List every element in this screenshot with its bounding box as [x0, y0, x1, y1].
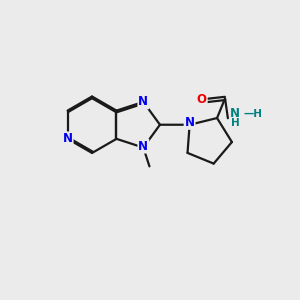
- Text: N: N: [184, 116, 195, 129]
- Text: N: N: [138, 140, 148, 153]
- Text: —H: —H: [243, 109, 262, 119]
- Text: N: N: [230, 107, 240, 120]
- Text: H: H: [231, 118, 240, 128]
- Text: O: O: [197, 93, 207, 106]
- Text: N: N: [138, 95, 148, 108]
- Text: N: N: [63, 132, 73, 146]
